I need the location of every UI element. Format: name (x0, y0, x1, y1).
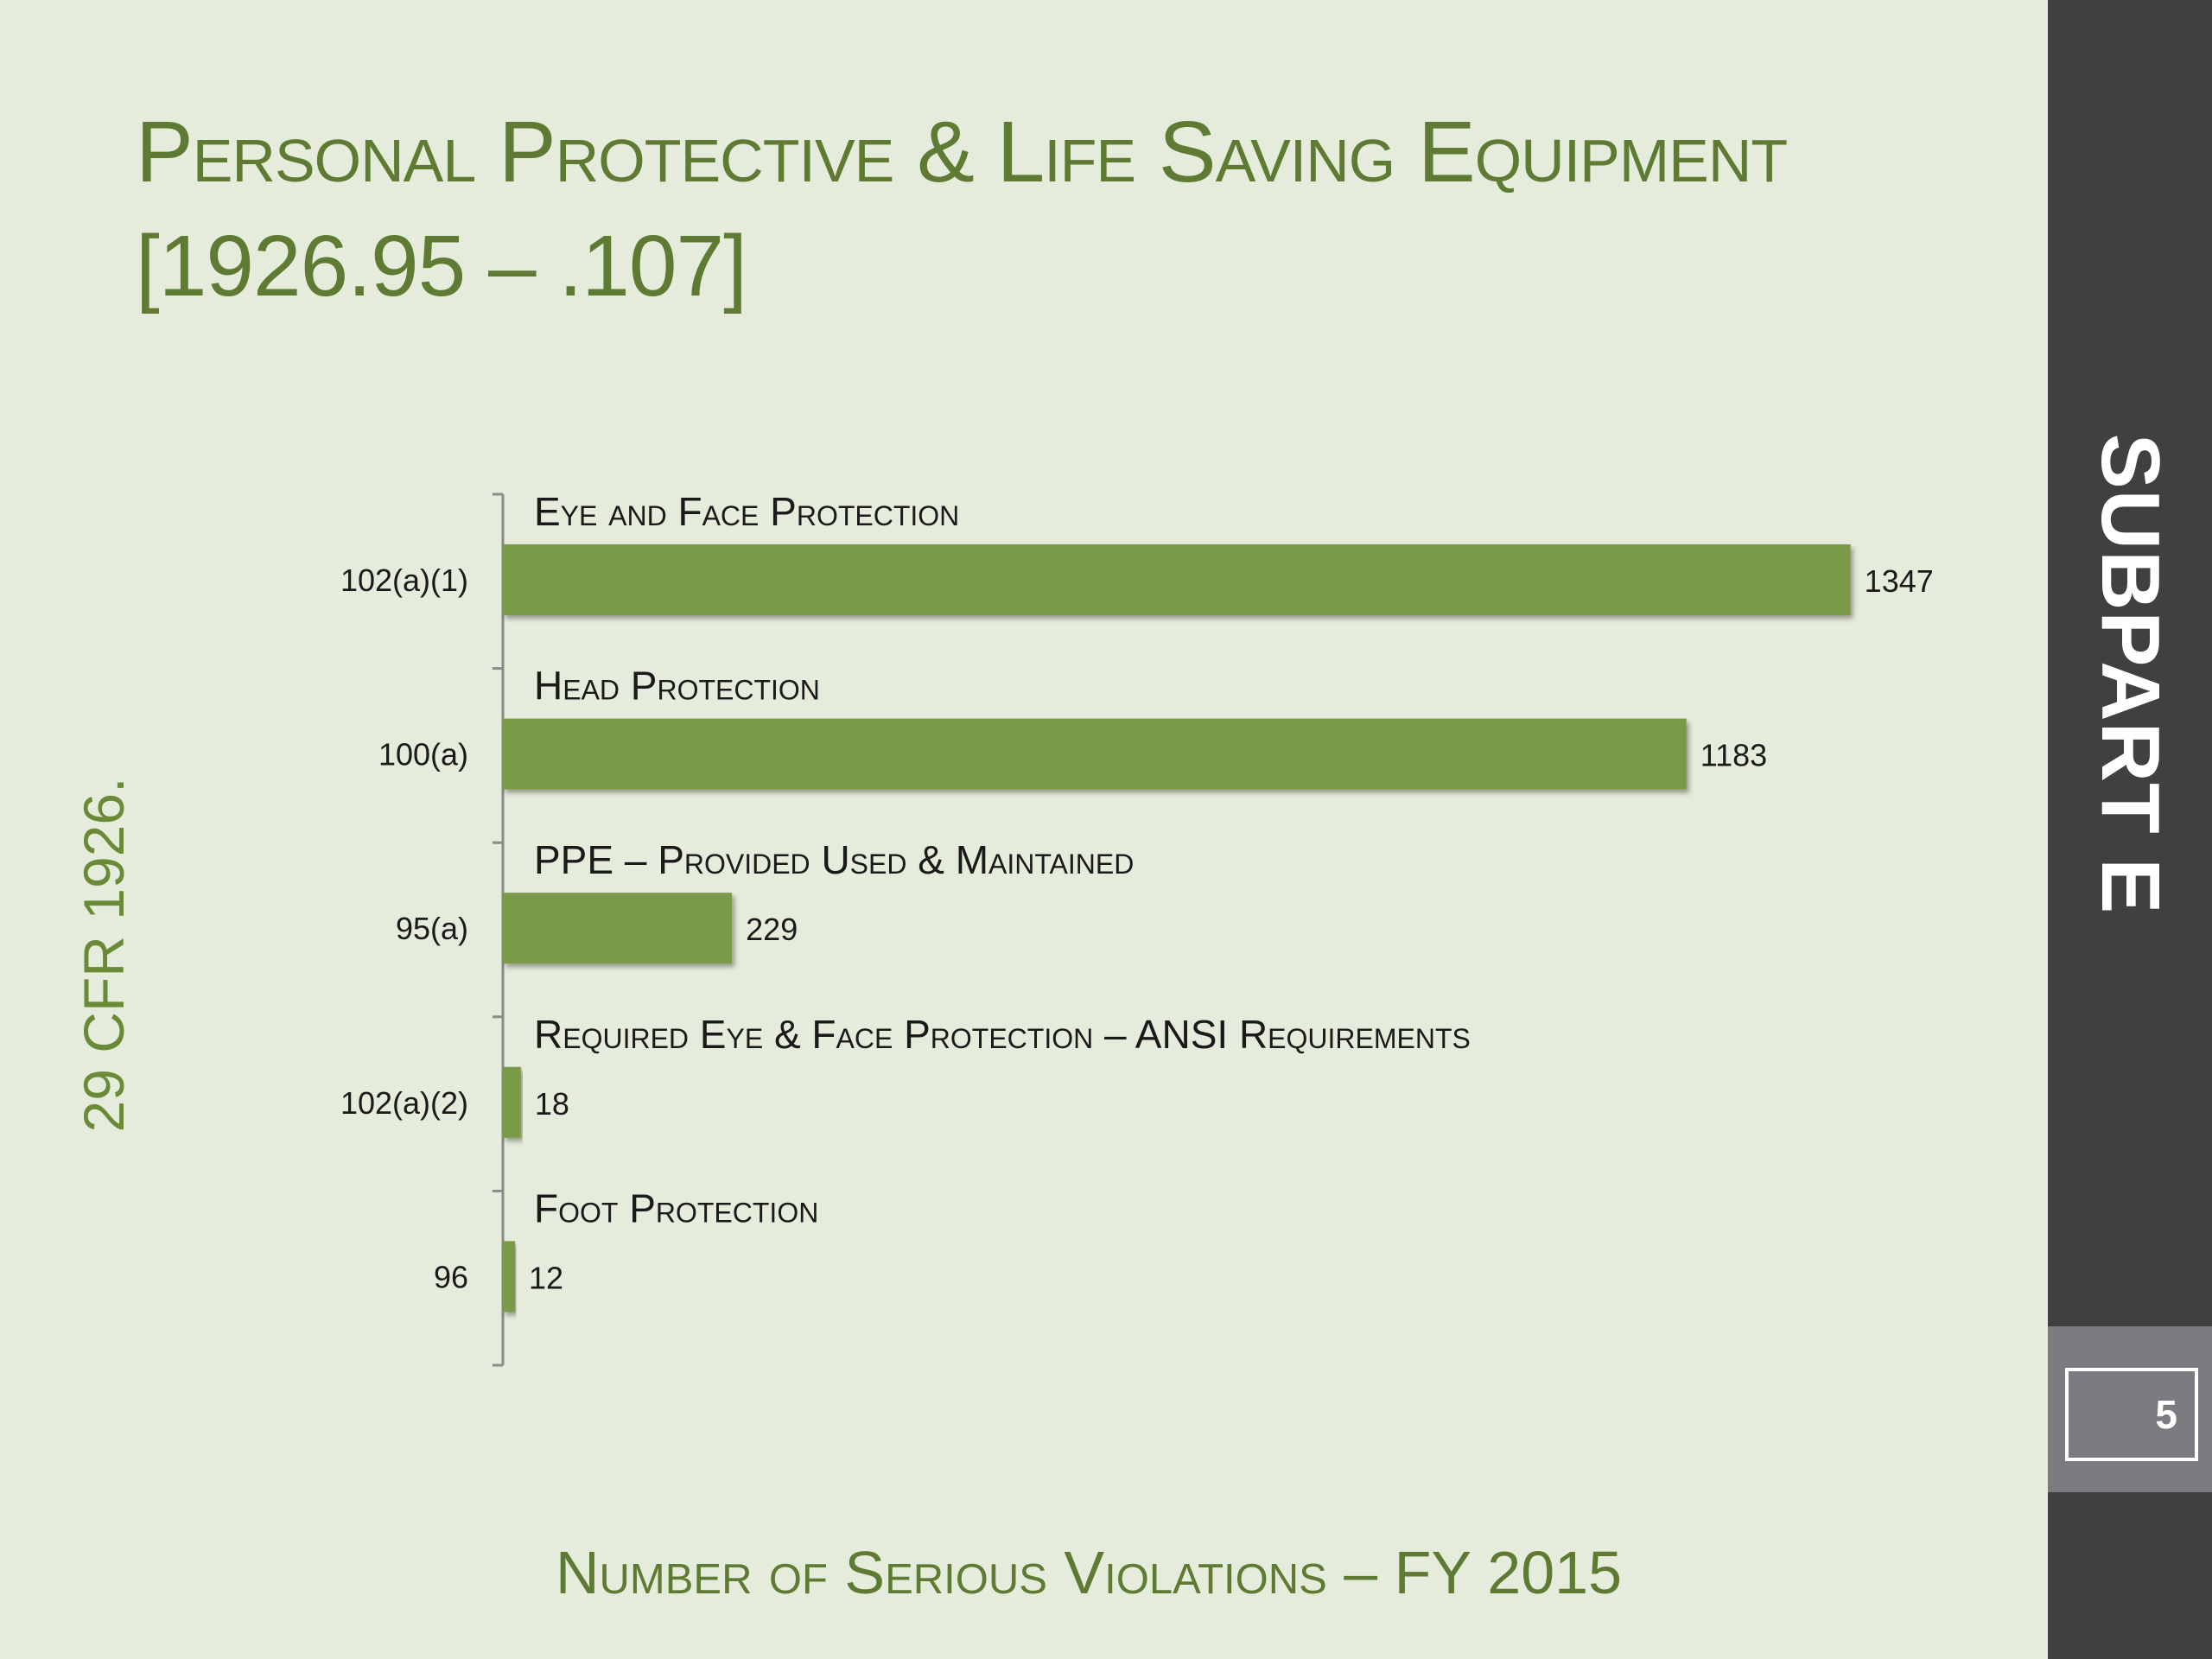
right-sidebar: SUBPART E 5 (2048, 0, 2212, 1659)
data-label: 1347 (1865, 563, 1934, 599)
slide-title-line-1: Personal Protective & Life Saving Equipm… (136, 104, 1788, 200)
page-number-box: 5 (2065, 1368, 2198, 1461)
data-label: 229 (746, 912, 798, 947)
chart-caption: Number of Serious Violations – FY 2015 (555, 1539, 1623, 1606)
category-tick-label: 100(a) (378, 737, 468, 772)
category-tick-label: 95(a) (396, 911, 468, 946)
slide-title: Personal Protective & Life Saving Equipm… (136, 95, 1950, 323)
page-number-band: 5 (2048, 1326, 2212, 1492)
category-tick-label: 96 (434, 1259, 468, 1294)
data-label: 18 (535, 1086, 569, 1122)
bar (503, 1241, 515, 1313)
bar-chart: Eye and Face Protection 102(a)(1) 1347 Head… (340, 489, 1934, 1367)
category-title: PPE – Provided Used & Maintained (534, 837, 1134, 882)
category-title: Head Protection (534, 664, 820, 709)
page-number: 5 (2155, 1392, 2177, 1437)
data-label: 1183 (1700, 738, 1767, 773)
category-title: Required Eye & Face Protection – ANSI Re… (534, 1012, 1471, 1057)
subpart-label: SUBPART E (2048, 432, 2212, 916)
bar (503, 893, 733, 964)
bar (503, 1066, 521, 1138)
category-title: Foot Protection (534, 1185, 818, 1230)
category-tick-label: 102(a)(1) (340, 563, 468, 598)
slide-title-line-2: [1926.95 – .107] (136, 218, 747, 315)
bar (503, 544, 1851, 615)
bar (503, 718, 1687, 790)
category-tick-label: 102(a)(2) (340, 1085, 468, 1121)
subpart-text: SUBPART E (2084, 433, 2177, 915)
category-title: Eye and Face Protection (534, 489, 959, 534)
slide-area: Personal Protective & Life Saving Equipm… (72, 95, 1950, 1606)
data-label: 12 (529, 1260, 563, 1295)
